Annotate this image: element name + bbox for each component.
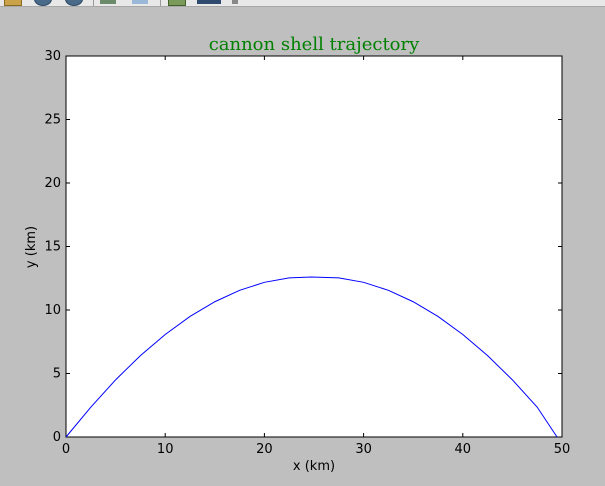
- chart-title: cannon shell trajectory: [209, 34, 420, 55]
- x-tick-labels: 0 10 20 30 40 50: [62, 442, 570, 457]
- toolbar-separator: [160, 0, 161, 6]
- y-tick-label: 30: [44, 49, 61, 64]
- chevron-down-icon[interactable]: [232, 0, 238, 4]
- x-tick-label: 10: [157, 442, 174, 457]
- save-icon[interactable]: [197, 0, 221, 4]
- x-tick-label: 40: [455, 442, 472, 457]
- axis-ticks: [65, 55, 563, 438]
- home-icon[interactable]: [4, 0, 22, 6]
- toolbar-separator: [93, 0, 94, 6]
- configure-icon[interactable]: [168, 0, 186, 6]
- plot-area: [65, 55, 563, 438]
- x-tick-label: 0: [62, 442, 70, 457]
- x-tick-label: 20: [256, 442, 273, 457]
- y-tick-label: 5: [53, 367, 61, 382]
- zoom-icon[interactable]: [132, 0, 148, 4]
- y-tick-labels: 0 5 10 15 20 25 30: [44, 49, 61, 445]
- x-tick-label: 30: [355, 442, 372, 457]
- y-tick-label: 25: [44, 113, 61, 128]
- toolbar: [0, 0, 605, 7]
- y-tick-label: 20: [44, 176, 61, 191]
- forward-icon[interactable]: [65, 0, 83, 6]
- chart-figure: cannon shell trajectory 0 10 20 30 40 50 0 5 10…: [24, 34, 570, 474]
- back-icon[interactable]: [34, 0, 52, 6]
- pan-icon[interactable]: [100, 0, 116, 4]
- y-tick-label: 0: [53, 430, 61, 445]
- trajectory-line: [65, 276, 558, 438]
- x-tick-label: 50: [554, 442, 571, 457]
- y-tick-label: 15: [44, 240, 61, 255]
- x-axis-label: x (km): [293, 459, 335, 474]
- y-axis-label: y (km): [24, 226, 39, 268]
- y-tick-label: 10: [44, 303, 61, 318]
